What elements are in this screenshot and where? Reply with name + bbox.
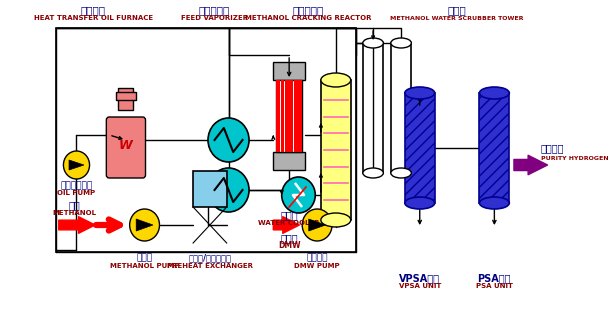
Bar (289, 80, 293, 152)
Ellipse shape (405, 87, 435, 99)
Bar (285, 80, 289, 152)
Bar (193, 171, 227, 207)
Text: 脱盐水泵: 脱盐水泵 (306, 254, 328, 263)
Circle shape (208, 118, 249, 162)
Text: 导热油炉: 导热油炉 (81, 5, 106, 15)
Text: WATER COOLER: WATER COOLER (258, 220, 320, 226)
Text: METHANOL CRACKING REACTOR: METHANOL CRACKING REACTOR (244, 15, 371, 21)
Ellipse shape (363, 38, 383, 48)
Bar (480, 93, 509, 203)
Text: 脱盐水: 脱盐水 (281, 233, 298, 243)
Text: DMW PUMP: DMW PUMP (294, 263, 340, 269)
Bar (405, 93, 435, 203)
Text: 反应气/原料换热器: 反应气/原料换热器 (188, 254, 231, 263)
Circle shape (63, 151, 90, 179)
Text: 水洗塔: 水洗塔 (448, 5, 467, 15)
Ellipse shape (321, 73, 351, 87)
Ellipse shape (391, 38, 411, 48)
Bar (119, 88, 133, 110)
Bar (276, 80, 280, 152)
Text: DMW: DMW (278, 241, 300, 250)
Ellipse shape (363, 168, 383, 178)
Text: OIL PUMP: OIL PUMP (58, 190, 96, 196)
Text: VPSA脱碳: VPSA脱碳 (399, 273, 440, 283)
Text: 导热油循环泵: 导热油循环泵 (60, 181, 93, 190)
Text: HEAT TRANSFER OIL FURNACE: HEAT TRANSFER OIL FURNACE (34, 15, 153, 21)
Bar (363, 43, 383, 173)
Bar (298, 80, 302, 152)
Polygon shape (309, 219, 325, 231)
Text: METHANOL WATER SCRUBBER TOWER: METHANOL WATER SCRUBBER TOWER (391, 15, 524, 20)
Text: 水冷器: 水冷器 (281, 210, 298, 220)
Bar (273, 62, 305, 80)
Text: METHANOL: METHANOL (53, 210, 96, 216)
Ellipse shape (391, 168, 411, 178)
Circle shape (282, 177, 315, 213)
Text: PSA提氢: PSA提氢 (478, 273, 511, 283)
Text: 甲醇泵: 甲醇泵 (136, 254, 153, 263)
Polygon shape (136, 219, 153, 231)
Bar (294, 80, 298, 152)
Text: PURITY HYDROGEN: PURITY HYDROGEN (541, 156, 608, 161)
Bar (281, 80, 284, 152)
Text: 原料汽化器: 原料汽化器 (199, 5, 230, 15)
FancyBboxPatch shape (106, 117, 146, 178)
Text: FEED VAPORIZER: FEED VAPORIZER (181, 15, 248, 21)
Ellipse shape (480, 197, 509, 209)
Bar (56, 28, 356, 252)
Text: VPSA UNIT: VPSA UNIT (398, 283, 441, 289)
Ellipse shape (480, 87, 509, 99)
Text: PREHEAT EXCHANGER: PREHEAT EXCHANGER (167, 263, 253, 269)
Text: METHANOL PUMP: METHANOL PUMP (110, 263, 179, 269)
Circle shape (130, 209, 160, 241)
Circle shape (302, 209, 332, 241)
Bar (115, 92, 136, 100)
Text: 甲醇: 甲醇 (69, 200, 80, 210)
Ellipse shape (405, 197, 435, 209)
Bar (321, 80, 351, 220)
Text: W: W (119, 139, 133, 152)
Bar (273, 152, 305, 170)
Bar (391, 43, 411, 173)
Text: PSA UNIT: PSA UNIT (476, 283, 513, 289)
Circle shape (208, 168, 249, 212)
Ellipse shape (321, 213, 351, 227)
Text: 裂解反应器: 裂解反应器 (292, 5, 324, 15)
Polygon shape (69, 160, 84, 170)
Bar (276, 80, 302, 152)
Text: 高纯氢气: 高纯氢气 (541, 143, 564, 153)
